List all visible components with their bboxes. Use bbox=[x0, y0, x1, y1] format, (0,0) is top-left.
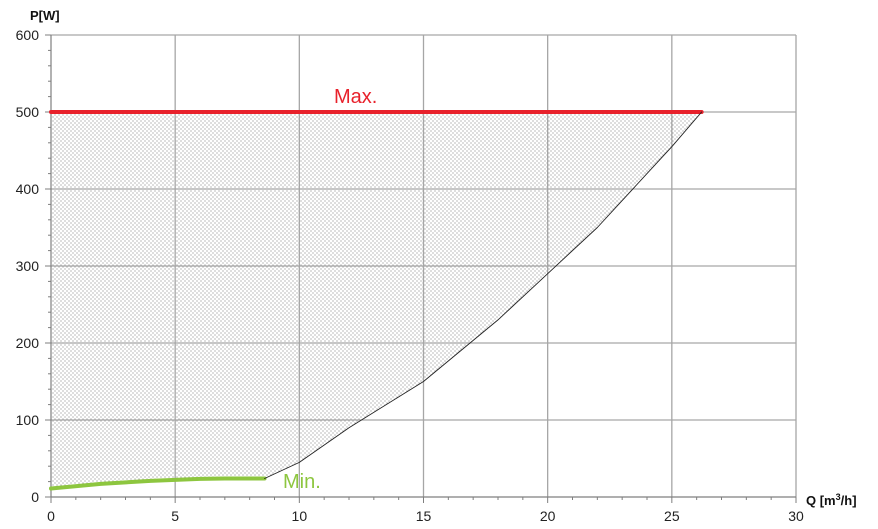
series-line-min bbox=[49, 476, 267, 491]
y-tick-label-1: 100 bbox=[16, 412, 40, 428]
y-tick-label-5: 500 bbox=[16, 104, 40, 120]
y-tick-label-2: 200 bbox=[16, 335, 40, 351]
x-tick-label-0: 0 bbox=[47, 508, 55, 524]
operating-range-shading bbox=[51, 112, 702, 489]
y-tick-label-4: 400 bbox=[16, 181, 40, 197]
x-axis-label: Q [m3/h] bbox=[806, 492, 857, 508]
x-tick-label-2: 10 bbox=[292, 508, 308, 524]
series-label-max: Max. bbox=[334, 86, 377, 108]
x-tick-label-6: 30 bbox=[788, 508, 804, 524]
y-axis-label: P[W] bbox=[30, 8, 60, 23]
series-label-min: Min. bbox=[283, 471, 321, 493]
y-tick-label-3: 300 bbox=[16, 258, 40, 274]
x-tick-label-4: 20 bbox=[540, 508, 556, 524]
series-line-limit-curve bbox=[264, 111, 703, 479]
x-tick-label-3: 15 bbox=[416, 508, 432, 524]
series-lines bbox=[49, 110, 704, 491]
y-tick-label-0: 0 bbox=[31, 489, 39, 505]
y-tick-label-6: 600 bbox=[16, 27, 40, 43]
x-tick-label-1: 5 bbox=[171, 508, 179, 524]
x-tick-label-5: 25 bbox=[664, 508, 680, 524]
